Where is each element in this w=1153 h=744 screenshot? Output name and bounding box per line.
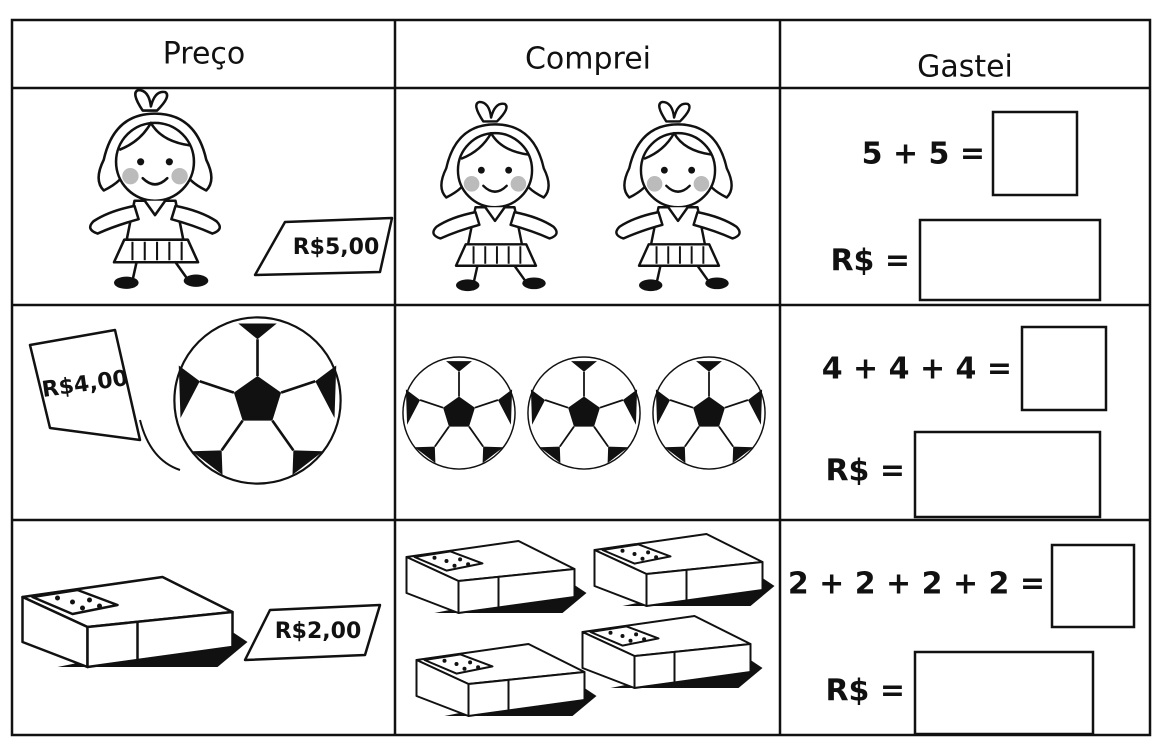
- answer-box: [913, 430, 1102, 519]
- table-grid: [10, 18, 1152, 737]
- price-label: R$5,00: [293, 235, 380, 260]
- tag-string: [139, 419, 181, 471]
- currency-label: R$ =: [825, 674, 905, 709]
- answer-box: [991, 110, 1079, 197]
- box-illustration: [405, 539, 587, 615]
- answer-box: [918, 218, 1102, 302]
- currency-label: R$ =: [825, 454, 905, 489]
- box-illustration: [415, 642, 597, 718]
- equation: 2 + 2 + 2 + 2 =: [788, 567, 1045, 602]
- answer-box: [1050, 543, 1136, 629]
- currency-label: R$ =: [830, 244, 910, 279]
- box-illustration: [593, 532, 775, 608]
- header: Comprei: [525, 42, 651, 77]
- box-illustration: [21, 575, 249, 669]
- price-tag: [253, 216, 394, 277]
- price-tag: [243, 603, 382, 662]
- ball-illustration: [527, 356, 641, 470]
- answer-box: [913, 650, 1095, 736]
- equation: 5 + 5 =: [862, 137, 985, 172]
- doll-illustration: [88, 88, 222, 291]
- doll-illustration: [432, 100, 558, 293]
- box-illustration: [581, 614, 763, 690]
- header: Gastei: [917, 50, 1013, 85]
- equation: 4 + 4 + 4 =: [822, 352, 1012, 387]
- price-label: R$2,00: [275, 619, 362, 644]
- ball-illustration: [652, 356, 766, 470]
- ball-illustration: [402, 356, 516, 470]
- price-tag: [28, 328, 142, 442]
- doll-illustration: [615, 100, 741, 293]
- header: Preço: [163, 37, 246, 72]
- ball-illustration: [173, 316, 342, 485]
- answer-box: [1020, 325, 1108, 412]
